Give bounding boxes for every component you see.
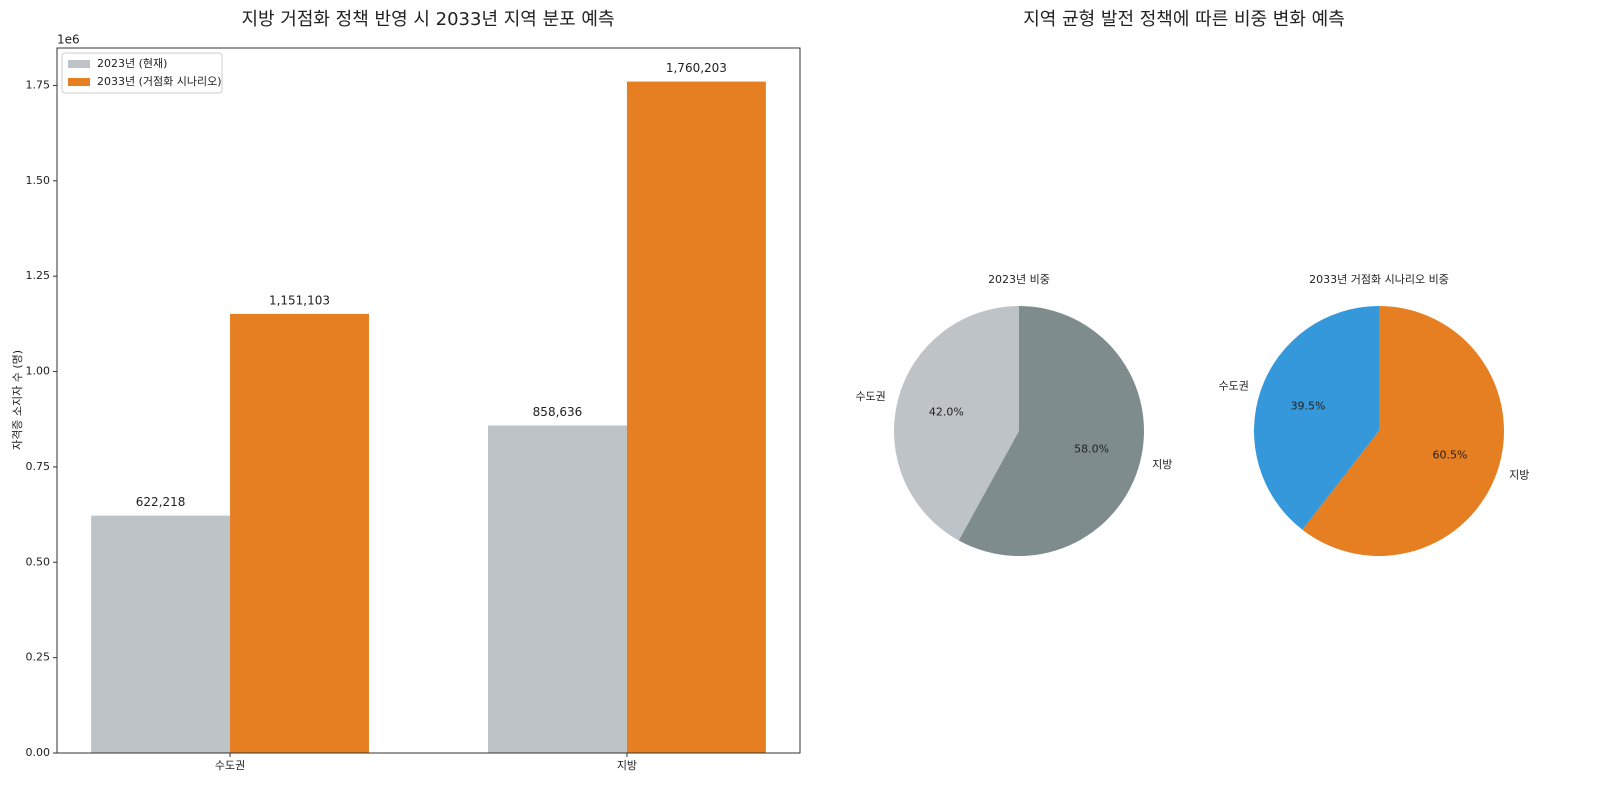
y-tick-label: 0.00 <box>26 746 51 759</box>
value-label: 1,760,203 <box>666 61 727 75</box>
legend-swatch <box>68 78 90 86</box>
x-tick-label: 지방 <box>617 759 637 772</box>
pie-pct-label: 58.0% <box>1074 443 1109 456</box>
bar <box>626 81 766 754</box>
pie-label: 지방 <box>1152 458 1172 471</box>
pie-label: 지방 <box>1509 469 1529 482</box>
y-tick-label: 0.50 <box>26 555 51 568</box>
pie-wedge <box>894 306 1019 541</box>
y-tick-label: 1.25 <box>26 269 51 282</box>
y-tick-label: 0.75 <box>26 460 51 473</box>
bar <box>488 425 627 753</box>
pie-wedge <box>958 306 1144 556</box>
bar <box>91 515 231 753</box>
value-label: 1,151,103 <box>269 293 330 307</box>
y-tick-label: 1.00 <box>26 365 51 378</box>
bar-title: 지방 거점화 정책 반영 시 2033년 지역 분포 예측 <box>241 9 614 30</box>
y-axis-label: 자격증 소지자 수 (명) <box>11 350 24 450</box>
value-label: 622,218 <box>136 495 186 509</box>
y-tick-label: 0.25 <box>26 651 51 664</box>
offset-text: 1e6 <box>57 33 80 47</box>
pie-label: 수도권 <box>1219 379 1249 392</box>
pie-wedge <box>1302 306 1505 557</box>
legend-label: 2023년 (현재) <box>97 57 167 70</box>
pie-pct-label: 39.5% <box>1291 400 1326 413</box>
pie-title: 2033년 거점화 시나리오 비중 <box>1309 273 1449 286</box>
pie-panel-title: 지역 균형 발전 정책에 따른 비중 변화 예측 <box>1023 9 1345 30</box>
y-tick-label: 1.50 <box>26 174 51 187</box>
legend-box <box>61 52 223 94</box>
pie-pct-label: 42.0% <box>929 405 964 418</box>
x-tick-label: 수도권 <box>215 759 245 772</box>
y-tick-label: 1.75 <box>26 78 51 91</box>
value-label: 858,636 <box>533 405 583 419</box>
bar <box>230 313 369 753</box>
pie-wedge <box>1254 306 1379 530</box>
pie-title: 2023년 비중 <box>988 273 1050 286</box>
legend-swatch <box>68 60 90 68</box>
axes-frame <box>56 47 801 754</box>
pie-label: 수도권 <box>855 390 885 403</box>
pie-pct-label: 60.5% <box>1432 448 1467 461</box>
legend-label: 2033년 (거점화 시나리오) <box>97 75 222 88</box>
